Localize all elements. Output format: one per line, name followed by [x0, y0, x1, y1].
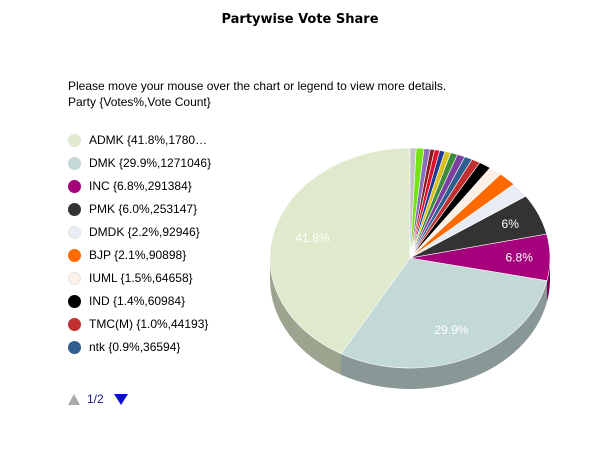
legend-color-dot-icon	[68, 180, 81, 193]
pie-data-label: 29.9%	[434, 323, 468, 337]
legend-color-dot-icon	[68, 226, 81, 239]
page-up-arrow-icon[interactable]	[68, 394, 80, 405]
pie-data-label: 41.8%	[296, 231, 330, 245]
pie-slice-dmk[interactable]	[340, 257, 548, 369]
chart-instructions: Please move your mouse over the chart or…	[68, 78, 446, 110]
legend-label: DMDK {2.2%,92946}	[89, 225, 200, 239]
pie-data-label: 6.8%	[506, 250, 534, 264]
legend-label: ntk {0.9%,36594}	[89, 340, 181, 354]
legend-color-dot-icon	[68, 318, 81, 331]
legend-label: INC {6.8%,291384}	[89, 179, 192, 193]
legend-label: BJP {2.1%,90898}	[89, 248, 187, 262]
legend-label: PMK {6.0%,253147}	[89, 202, 198, 216]
legend-color-dot-icon	[68, 203, 81, 216]
legend-color-dot-icon	[68, 134, 81, 147]
legend-label: TMC(M) {1.0%,44193}	[89, 317, 209, 331]
pie-slice-side	[547, 258, 550, 302]
pie-slice-side	[341, 280, 548, 389]
legend-label: IUML {1.5%,64658}	[89, 271, 193, 285]
legend-label: DMK {29.9%,1271046}	[89, 156, 212, 170]
legend-color-dot-icon	[68, 341, 81, 354]
pie-side-walls	[270, 258, 550, 389]
instructions-text: Please move your mouse over the chart or…	[68, 79, 447, 93]
page-down-arrow-icon[interactable]	[114, 394, 128, 405]
page-indicator: 1/2	[87, 392, 104, 406]
legend-color-dot-icon	[68, 157, 81, 170]
pie-data-label: 6%	[502, 217, 520, 231]
legend-subtitle: Party {Votes%,Vote Count}	[68, 95, 211, 109]
pie-slices[interactable]	[269, 147, 551, 369]
legend-label: IND {1.4%,60984}	[89, 294, 186, 308]
legend-color-dot-icon	[68, 272, 81, 285]
chart-title: Partywise Vote Share	[221, 12, 379, 27]
pie-slice-other-9[interactable]	[409, 147, 417, 259]
legend-color-dot-icon	[68, 295, 81, 308]
legend-label: ADMK {41.8%,1780…	[89, 133, 208, 147]
pie-slice-side	[270, 258, 342, 375]
pie-slice-admk[interactable]	[269, 147, 411, 355]
legend-color-dot-icon	[68, 249, 81, 262]
